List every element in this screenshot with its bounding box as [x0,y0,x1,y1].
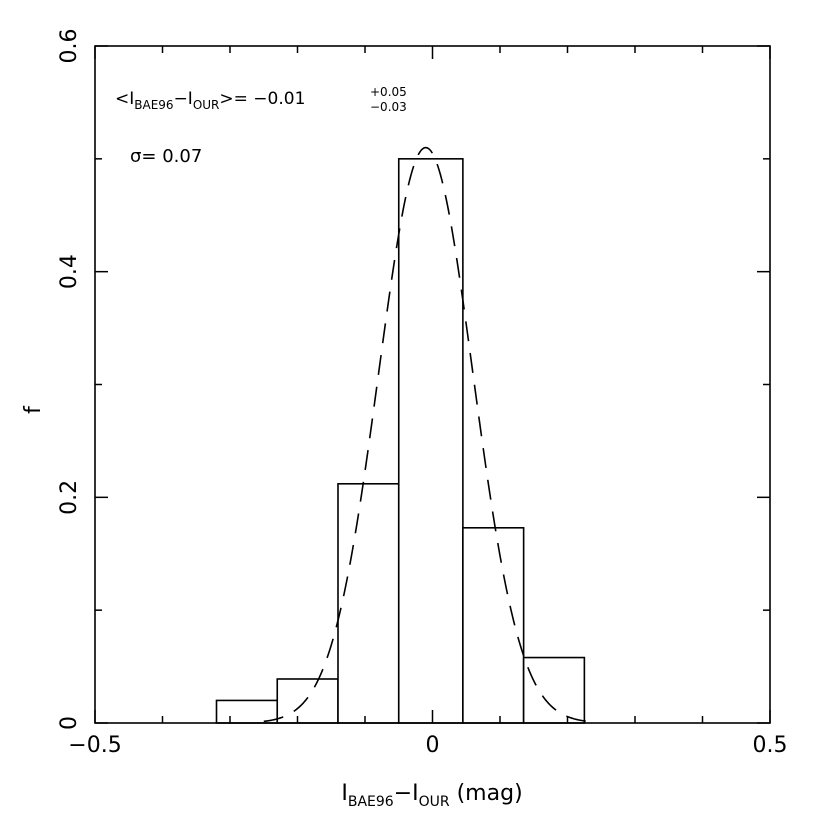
histogram-bar-4 [397,158,464,724]
y-axis-label: f [21,405,46,414]
histogram-bar-3 [337,482,400,724]
mean-annotation-lower-error: −0.03 [370,100,407,114]
histogram-bar-5 [462,526,525,724]
mean-annotation-dash: −I [174,89,193,109]
plot-frame [94,45,771,724]
x-axis-label-dash: −I [394,781,419,806]
mean-annotation: <IBAE96−IOUR>= −0.01 [115,89,305,112]
x-tick-label: −0.5 [68,733,121,758]
mean-annotation-sub2: OUR [193,98,220,112]
tick-labels-layer: −0.5 0 0.5 0 0.2 0.4 0.6 [57,29,788,759]
x-axis-label-sub1: BAE96 [348,794,394,810]
y-tick-label: 0.4 [57,254,82,289]
mean-annotation-lt: <I [115,89,134,109]
gaussian-fit-curve [263,146,588,723]
histogram-bar-2 [276,678,339,724]
mean-annotation-gt: >= −0.01 [219,89,305,109]
x-axis-label-main: I [341,781,348,806]
bars-layer [215,158,586,724]
x-axis-label-unit: (mag) [450,781,523,806]
y-tick-label: 0.6 [57,29,82,64]
mean-annotation-upper-error: +0.05 [370,85,407,99]
x-tick-label: 0 [426,733,440,758]
y-tick-label: 0.2 [57,480,82,515]
x-axis-label-sub2: OUR [419,794,450,810]
mean-annotation-sub1: BAE96 [134,98,173,112]
sigma-annotation: σ= 0.07 [130,146,202,167]
x-tick-label: 0.5 [753,733,788,758]
histogram-bar-1 [215,699,279,724]
x-axis-label: IBAE96−IOUR (mag) [341,781,522,810]
histogram-bar-6 [522,656,586,724]
y-tick-label: 0 [57,716,82,730]
